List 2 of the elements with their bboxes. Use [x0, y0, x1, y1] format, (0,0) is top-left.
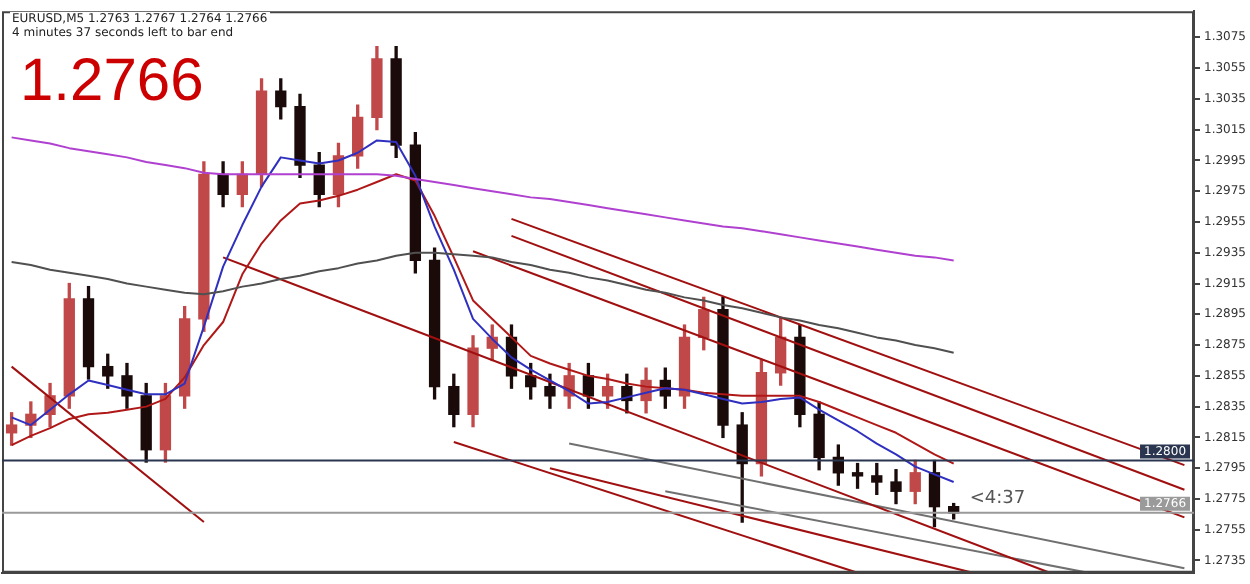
annotation: <4:37 [969, 489, 1026, 510]
annotation: 1.2766 [20, 48, 204, 116]
